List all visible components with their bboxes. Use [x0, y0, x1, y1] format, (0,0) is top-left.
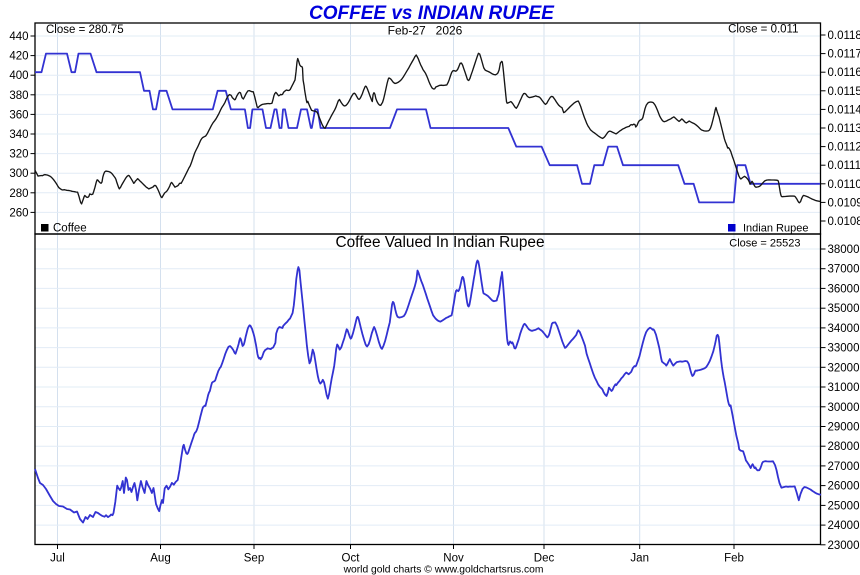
- svg-text:35000: 35000: [828, 303, 860, 315]
- svg-text:0.0111: 0.0111: [828, 160, 860, 172]
- svg-text:29000: 29000: [828, 422, 860, 434]
- svg-text:Aug: Aug: [150, 553, 170, 565]
- svg-text:26000: 26000: [828, 481, 860, 493]
- svg-text:300: 300: [9, 168, 28, 180]
- svg-text:Jul: Jul: [50, 553, 65, 565]
- svg-text:COFFEE vs INDIAN RUPEE: COFFEE vs INDIAN RUPEE: [309, 3, 555, 24]
- svg-text:31000: 31000: [828, 382, 860, 394]
- svg-text:32000: 32000: [828, 362, 860, 374]
- svg-text:0.0115: 0.0115: [828, 86, 860, 98]
- svg-text:0.0112: 0.0112: [828, 142, 860, 154]
- svg-text:0.0109: 0.0109: [828, 197, 860, 209]
- svg-text:Coffee Valued In Indian Rupee: Coffee Valued In Indian Rupee: [335, 234, 544, 251]
- svg-text:30000: 30000: [828, 402, 860, 414]
- svg-text:25000: 25000: [828, 500, 860, 512]
- svg-text:Oct: Oct: [342, 553, 361, 565]
- svg-text:0.0110: 0.0110: [828, 179, 860, 191]
- svg-text:34000: 34000: [828, 323, 860, 335]
- svg-text:Sep: Sep: [244, 553, 264, 565]
- svg-text:Indian Rupee: Indian Rupee: [743, 223, 808, 235]
- svg-text:340: 340: [9, 129, 28, 141]
- svg-text:Dec: Dec: [534, 553, 555, 565]
- svg-text:23000: 23000: [828, 540, 860, 552]
- svg-text:Nov: Nov: [443, 553, 464, 565]
- svg-text:0.0117: 0.0117: [828, 49, 860, 61]
- svg-text:280: 280: [9, 188, 28, 200]
- svg-text:38000: 38000: [828, 244, 860, 256]
- svg-text:Close = 25523: Close = 25523: [729, 238, 800, 250]
- svg-text:0.0108: 0.0108: [828, 216, 860, 228]
- svg-text:260: 260: [9, 207, 28, 219]
- svg-text:320: 320: [9, 149, 28, 161]
- svg-text:0.0118: 0.0118: [828, 30, 860, 42]
- svg-text:0.0116: 0.0116: [828, 67, 860, 79]
- svg-text:Coffee: Coffee: [53, 223, 87, 235]
- svg-text:36000: 36000: [828, 283, 860, 295]
- svg-text:400: 400: [9, 70, 28, 82]
- svg-text:world gold charts © www.goldch: world gold charts © www.goldchartsrus.co…: [343, 565, 544, 575]
- svg-text:24000: 24000: [828, 520, 860, 532]
- svg-text:37000: 37000: [828, 264, 860, 276]
- svg-text:Close = 0.011: Close = 0.011: [728, 24, 798, 36]
- svg-text:Feb-27 2026: Feb-27 2026: [388, 24, 463, 38]
- svg-text:Jan: Jan: [630, 553, 649, 565]
- svg-text:380: 380: [9, 90, 28, 102]
- svg-text:33000: 33000: [828, 343, 860, 355]
- svg-text:0.0114: 0.0114: [828, 104, 860, 116]
- svg-text:27000: 27000: [828, 461, 860, 473]
- svg-text:420: 420: [9, 51, 28, 63]
- svg-text:Close = 280.75: Close = 280.75: [46, 24, 124, 36]
- svg-text:Feb: Feb: [724, 553, 744, 565]
- svg-text:0.0113: 0.0113: [828, 123, 860, 135]
- svg-text:360: 360: [9, 109, 28, 121]
- svg-text:440: 440: [9, 31, 28, 43]
- svg-text:28000: 28000: [828, 441, 860, 453]
